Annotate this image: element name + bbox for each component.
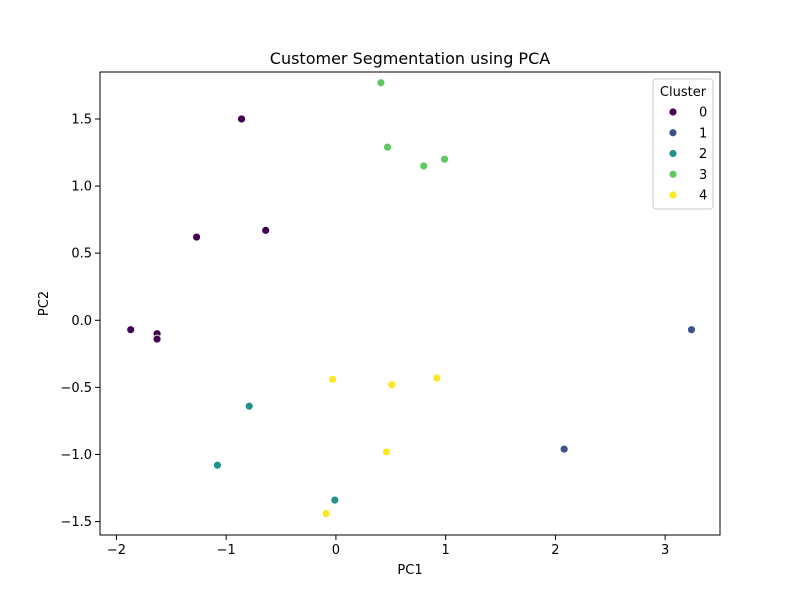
legend-label-cluster-4: 4 [699,189,707,204]
data-point-cluster-2 [244,401,254,411]
legend-marker-cluster-3 [668,169,678,179]
data-point-cluster-4 [328,374,338,384]
chart-title: Customer Segmentation using PCA [270,49,550,68]
data-point-cluster-0 [192,232,201,242]
data-point-cluster-2 [213,460,222,470]
x-tick-label: −1 [217,543,236,558]
y-tick-label: 0.0 [71,314,92,329]
y-tick-label: 1.0 [71,180,92,195]
y-axis-label: PC2 [37,291,52,316]
legend-title: Cluster [660,85,707,100]
x-tick-label: 2 [551,543,559,558]
data-point-cluster-3 [383,142,392,152]
y-tick-label: −1.5 [60,515,92,530]
x-tick-label: 0 [332,543,340,558]
legend-marker-cluster-1 [668,128,678,138]
data-points [126,78,696,518]
legend-box [652,78,714,210]
data-point-cluster-3 [419,161,429,171]
data-point-cluster-0 [126,325,136,335]
data-point-cluster-1 [559,444,569,454]
data-point-cluster-0 [261,225,271,235]
x-tick-label: 1 [442,543,450,558]
legend-label-cluster-0: 0 [699,106,707,121]
data-point-cluster-0 [152,334,162,344]
y-tick-label: 1.5 [71,112,92,127]
data-point-cluster-4 [382,447,391,457]
x-axis-label: PC1 [397,563,422,578]
data-point-cluster-2 [330,495,340,505]
legend-marker-cluster-4 [668,190,678,200]
legend-items: 0 1 2 3 4 [668,106,707,204]
legend-label-cluster-3: 3 [699,168,707,183]
y-axis: −1.5 −1.0 −0.5 0.0 0.5 1.0 1.5 [60,112,100,530]
legend-marker-cluster-0 [668,107,678,117]
x-axis: −2 −1 0 1 2 3 [107,535,669,558]
data-point-cluster-0 [237,114,246,124]
legend-label-cluster-2: 2 [699,147,707,162]
y-tick-label: −1.0 [60,448,92,463]
legend-label-cluster-1: 1 [699,126,707,141]
legend-marker-cluster-2 [668,149,678,158]
x-tick-label: −2 [107,543,126,558]
data-point-cluster-1 [687,325,696,335]
x-tick-label: 3 [661,543,669,558]
data-point-cluster-4 [321,509,331,518]
plot-area-frame [99,71,721,536]
y-tick-label: 0.5 [71,247,92,262]
data-point-cluster-3 [440,154,449,164]
data-point-cluster-4 [387,380,397,390]
legend: Cluster 0 1 2 3 4 [652,78,714,210]
y-tick-label: −0.5 [60,381,92,396]
data-point-cluster-3 [376,78,386,88]
data-point-cluster-4 [432,373,442,383]
